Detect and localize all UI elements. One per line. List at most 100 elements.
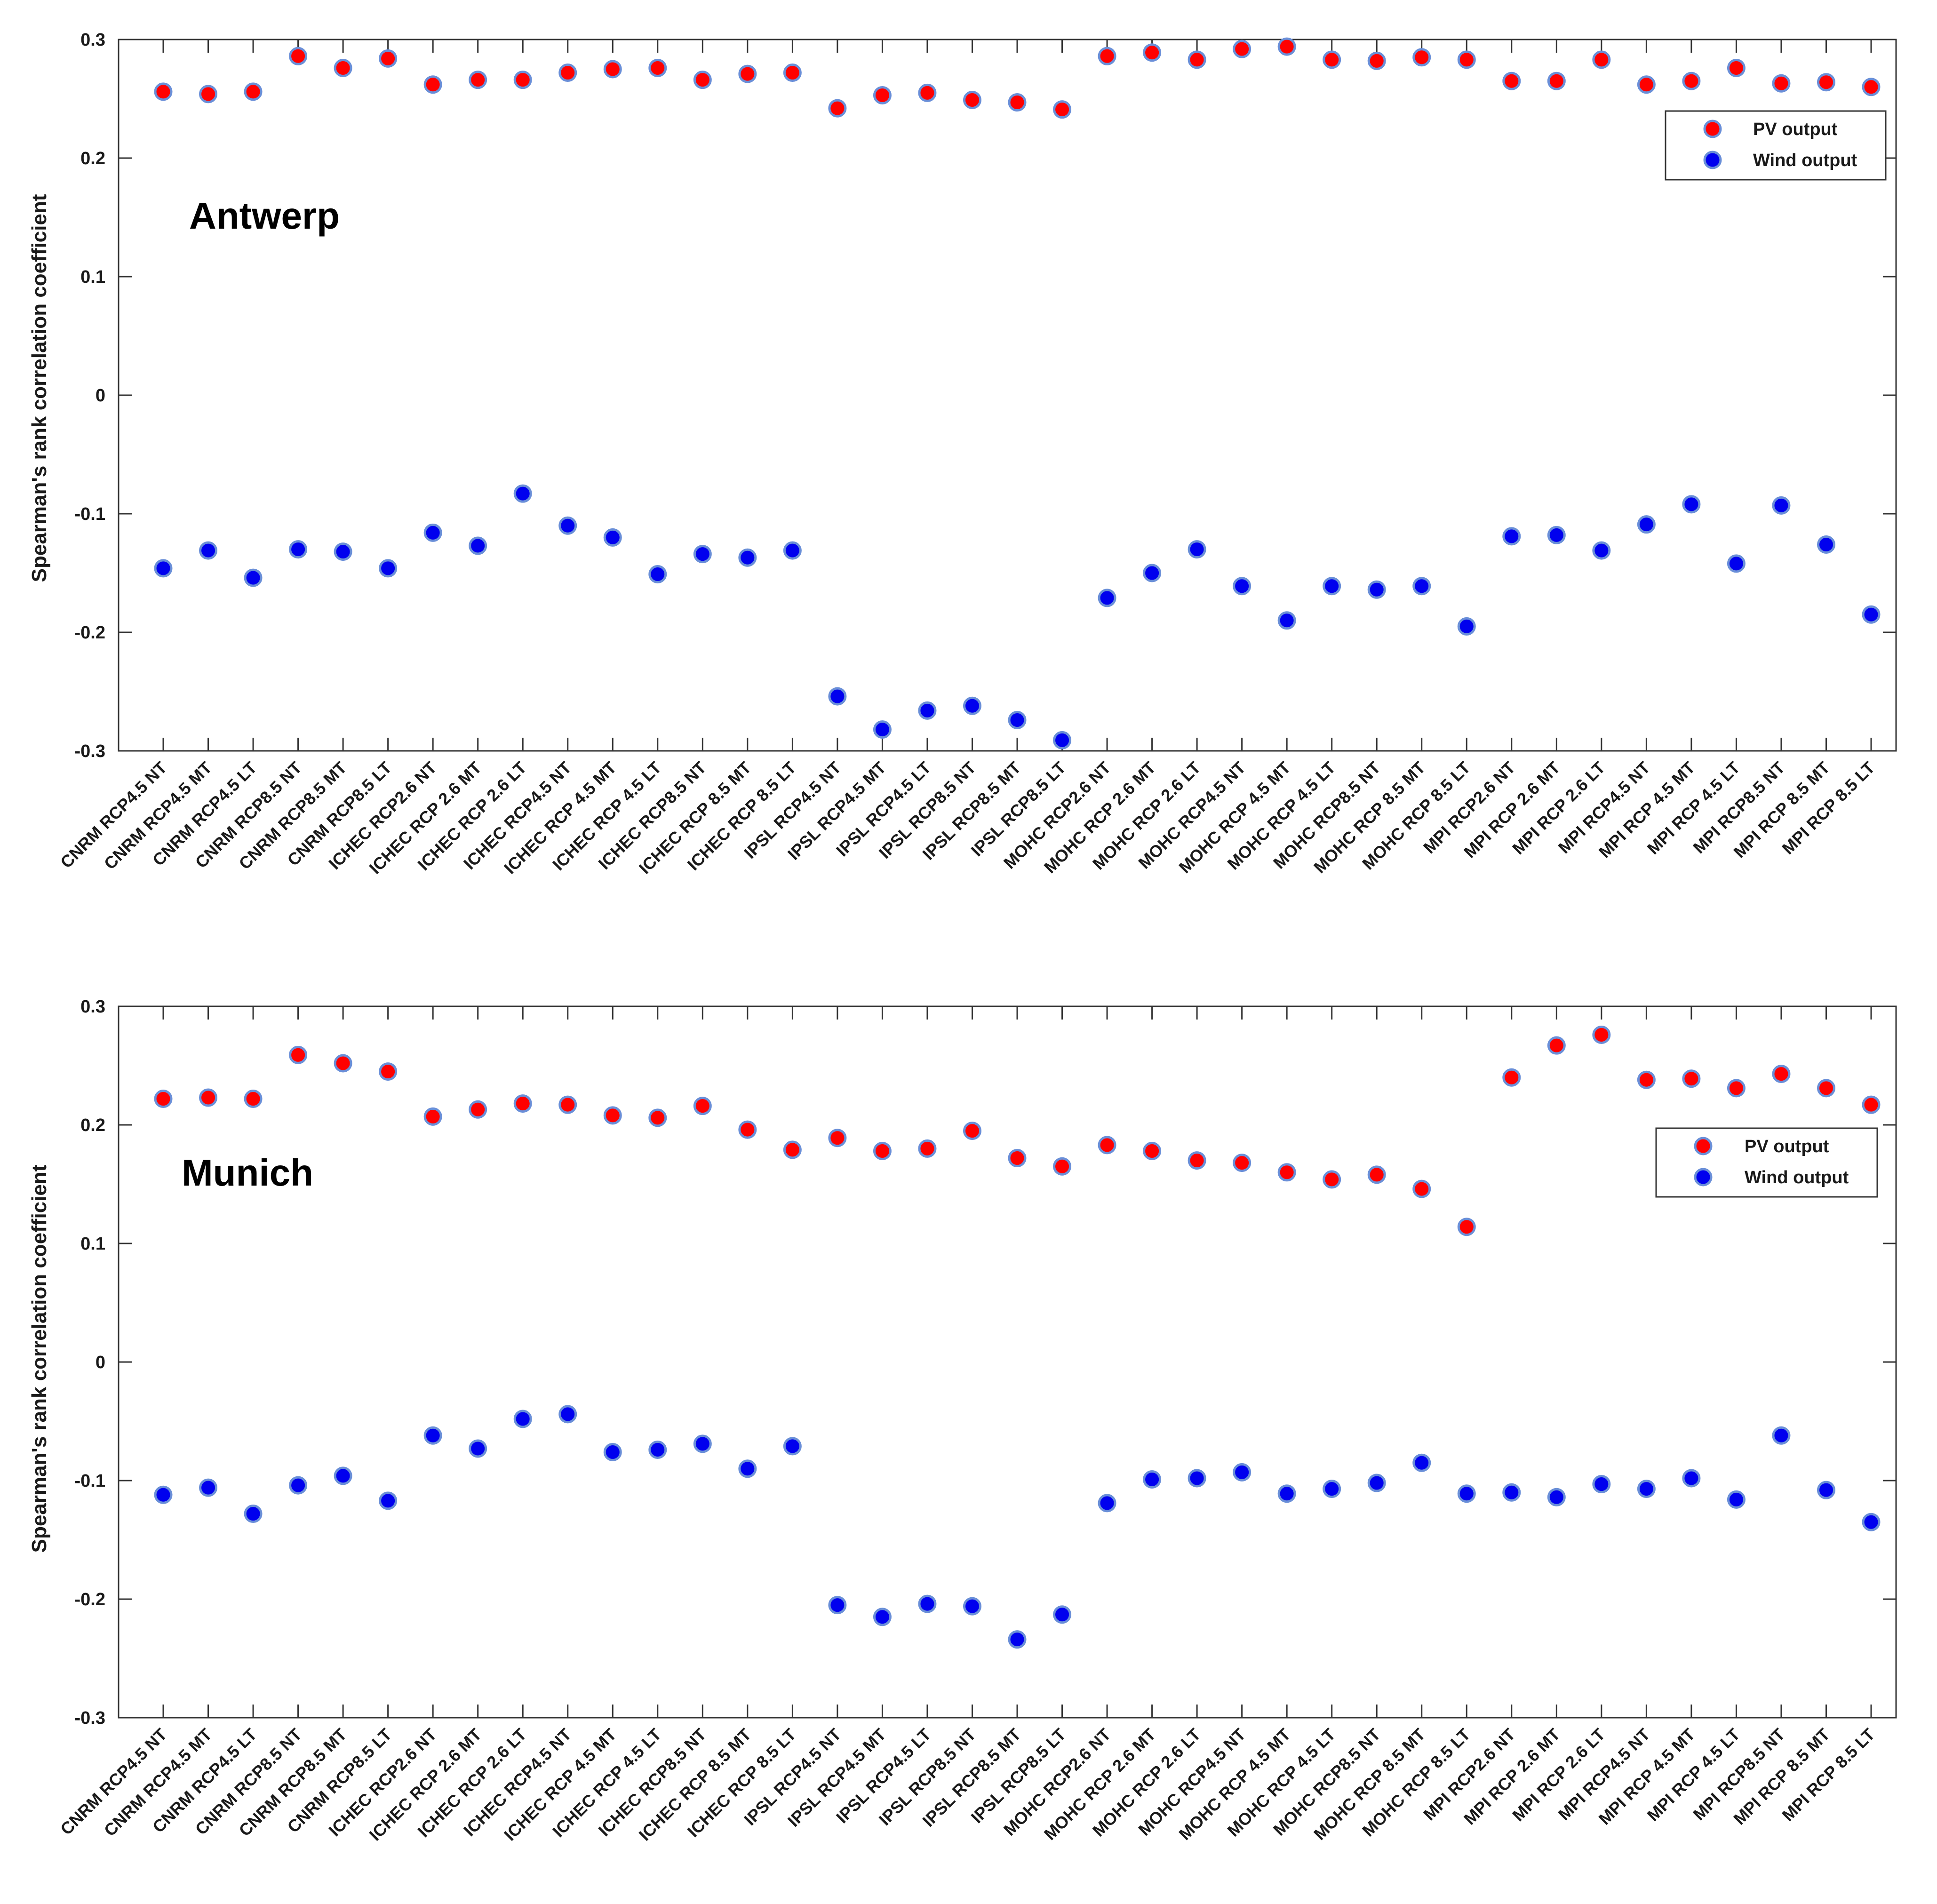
antwerp-pv-point <box>558 64 577 82</box>
antwerp-pv-point <box>244 82 263 101</box>
antwerp-wind-point <box>1502 527 1521 546</box>
munich-pv-point <box>244 1090 263 1108</box>
antwerp-panel: 0.3 0.2 0.1 0 -0.1 -0.2 -0.3 CNRM RCP4.5 NTCNR… <box>28 30 1897 878</box>
antwerp-pv-point <box>1457 50 1476 69</box>
antwerp-wind-point <box>1277 611 1296 630</box>
antwerp-wind-point <box>738 548 757 567</box>
antwerp-legend-wind-label: Wind output <box>1753 151 1857 170</box>
munich-pv-point <box>1233 1154 1251 1172</box>
munich-wind-point <box>1457 1484 1476 1503</box>
antwerp-pv-point <box>1098 47 1116 65</box>
munich-pv-point <box>1637 1070 1656 1089</box>
munich-legend-pv-marker <box>1694 1137 1713 1155</box>
antwerp-wind-point <box>289 540 308 559</box>
munich-pv-point <box>334 1054 352 1073</box>
munich-pv-point <box>1682 1069 1701 1088</box>
munich-wind-point <box>244 1505 263 1523</box>
munich-wind-point <box>334 1466 352 1485</box>
antwerp-pv-point <box>1862 78 1881 96</box>
munich-pv-point <box>648 1108 667 1127</box>
antwerp-legend-pv-marker <box>1703 119 1722 138</box>
antwerp-wind-point <box>963 696 981 715</box>
antwerp-pv-point <box>1277 37 1296 56</box>
antwerp-pv-point <box>1502 72 1521 90</box>
munich-pv-point <box>1053 1157 1072 1176</box>
antwerp-pv-point <box>1008 93 1027 112</box>
munich-pv-point <box>738 1120 757 1139</box>
antwerp-y-tick-label: 0.2 <box>80 149 105 168</box>
munich-y-tick-label: -0.1 <box>75 1471 105 1491</box>
antwerp-series <box>154 37 1881 749</box>
munich-wind-point <box>1727 1490 1746 1509</box>
munich-pv-point <box>1862 1095 1881 1114</box>
antwerp-wind-point <box>1008 710 1027 729</box>
munich-pv-point <box>199 1088 218 1107</box>
antwerp-pv-point <box>918 83 937 102</box>
antwerp-wind-point <box>1143 564 1162 582</box>
munich-y-tick-label: 0.3 <box>80 997 105 1017</box>
munich-wind-point <box>873 1608 892 1626</box>
antwerp-wind-point <box>1412 577 1431 596</box>
munich-pv-point <box>1547 1036 1566 1055</box>
munich-wind-point <box>783 1437 802 1456</box>
munich-wind-point <box>289 1476 308 1495</box>
munich-wind-point <box>1323 1480 1341 1498</box>
antwerp-wind-point <box>1682 495 1701 514</box>
antwerp-wind-point <box>199 541 218 560</box>
munich-wind-point <box>1502 1483 1521 1502</box>
munich-wind-point <box>1233 1463 1251 1482</box>
antwerp-wind-point <box>1637 515 1656 534</box>
munich-wind-point <box>603 1443 622 1462</box>
antwerp-wind-point <box>558 516 577 535</box>
munich-wind-point <box>423 1426 442 1445</box>
antwerp-legend: PV output Wind output <box>1665 110 1887 181</box>
antwerp-wind-point <box>1367 580 1386 599</box>
antwerp-pv-point <box>334 58 352 77</box>
munich-pv-point <box>828 1129 847 1147</box>
munich-wind-point <box>648 1440 667 1459</box>
munich-pv-point <box>469 1100 487 1119</box>
antwerp-pv-point <box>738 64 757 83</box>
munich-wind-point <box>154 1485 173 1504</box>
munich-wind-point <box>379 1491 398 1510</box>
munich-pv-point <box>963 1122 981 1140</box>
antwerp-wind-point <box>693 545 712 564</box>
munich-wind-point <box>1547 1488 1566 1506</box>
antwerp-wind-point <box>1233 577 1251 596</box>
antwerp-y-tick-label: 0 <box>96 386 105 406</box>
munich-y-tick-label: -0.2 <box>75 1590 105 1609</box>
munich-pv-point <box>1412 1179 1431 1198</box>
munich-wind-point <box>828 1596 847 1615</box>
antwerp-wind-point <box>1098 589 1116 607</box>
antwerp-wind-point <box>603 528 622 547</box>
munich-wind-point <box>1367 1474 1386 1492</box>
munich-pv-point <box>1727 1079 1746 1098</box>
munich-wind-point <box>1817 1481 1835 1499</box>
antwerp-pv-point <box>1143 43 1162 62</box>
munich-pv-point <box>1772 1065 1791 1083</box>
munich-title: Munich <box>182 1152 313 1194</box>
munich-wind-point <box>1412 1453 1431 1472</box>
antwerp-pv-point <box>423 75 442 94</box>
munich-pv-point <box>873 1141 892 1160</box>
antwerp-pv-point <box>1637 75 1656 94</box>
antwerp-wind-point <box>379 559 398 578</box>
antwerp-wind-point <box>1323 577 1341 596</box>
munich-y-tick-label: 0.2 <box>80 1115 105 1135</box>
antwerp-title: Antwerp <box>189 195 340 237</box>
antwerp-pv-point <box>379 49 398 68</box>
antwerp-legend-pv-label: PV output <box>1753 119 1838 139</box>
munich-pv-point <box>379 1062 398 1081</box>
antwerp-y-tick-label: 0.1 <box>80 267 105 287</box>
antwerp-pv-point <box>783 64 802 82</box>
munich-pv-point <box>1143 1141 1162 1160</box>
antwerp-wind-point <box>1772 496 1791 515</box>
antwerp-legend-box <box>1665 110 1887 181</box>
munich-wind-point <box>1637 1480 1656 1498</box>
munich-legend-wind-marker <box>1694 1168 1713 1187</box>
munich-pv-point <box>289 1045 308 1064</box>
antwerp-wind-point <box>513 484 532 503</box>
munich-pv-point <box>1592 1025 1611 1044</box>
